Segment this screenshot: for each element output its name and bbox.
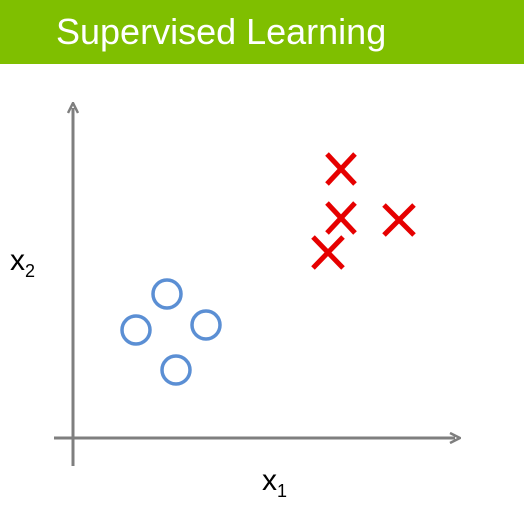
x-axis-label-main: x xyxy=(262,464,277,497)
y-axis-label-sub: 2 xyxy=(25,261,35,281)
y-axis-label: x2 xyxy=(10,244,35,281)
circle-point xyxy=(160,354,192,386)
cross-point xyxy=(325,201,357,235)
circle-point xyxy=(190,309,222,341)
cross-class-points xyxy=(311,152,416,270)
circle-point xyxy=(151,278,183,310)
cross-point xyxy=(311,235,345,270)
x-axis-label: x1 xyxy=(262,464,287,501)
cross-point xyxy=(382,203,416,237)
circle-point xyxy=(120,314,152,346)
slide-title: Supervised Learning xyxy=(56,11,387,52)
y-axis-label-main: x xyxy=(10,244,25,277)
cross-point xyxy=(325,152,357,186)
title-bar: Supervised Learning xyxy=(0,0,524,64)
x-axis-label-sub: 1 xyxy=(277,481,287,501)
circle-class-points xyxy=(120,278,222,386)
